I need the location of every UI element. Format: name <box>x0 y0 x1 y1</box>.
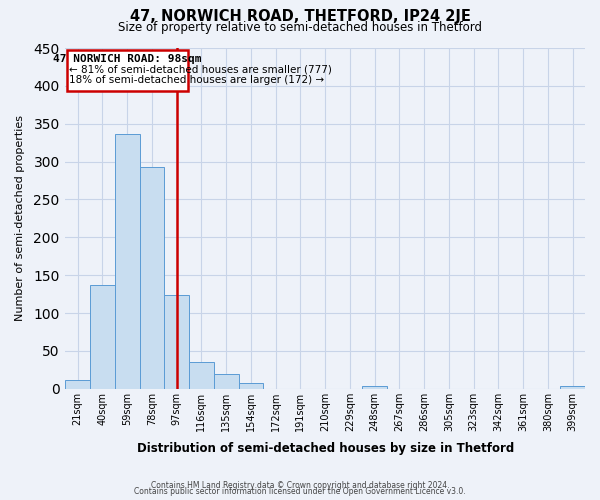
Y-axis label: Number of semi-detached properties: Number of semi-detached properties <box>15 116 25 322</box>
Bar <box>65 380 90 388</box>
Bar <box>140 167 164 388</box>
Bar <box>239 384 263 388</box>
Text: 47 NORWICH ROAD: 98sqm: 47 NORWICH ROAD: 98sqm <box>53 54 202 64</box>
Text: 47, NORWICH ROAD, THETFORD, IP24 2JE: 47, NORWICH ROAD, THETFORD, IP24 2JE <box>130 9 470 24</box>
Bar <box>214 374 239 388</box>
Bar <box>362 386 387 388</box>
Bar <box>560 386 585 388</box>
Text: Contains HM Land Registry data © Crown copyright and database right 2024.: Contains HM Land Registry data © Crown c… <box>151 481 449 490</box>
Bar <box>90 285 115 389</box>
Bar <box>189 362 214 388</box>
FancyBboxPatch shape <box>67 50 188 91</box>
Text: 18% of semi-detached houses are larger (172) →: 18% of semi-detached houses are larger (… <box>70 76 325 86</box>
Text: Contains public sector information licensed under the Open Government Licence v3: Contains public sector information licen… <box>134 488 466 496</box>
Text: ← 81% of semi-detached houses are smaller (777): ← 81% of semi-detached houses are smalle… <box>70 64 332 74</box>
Bar <box>115 134 140 388</box>
X-axis label: Distribution of semi-detached houses by size in Thetford: Distribution of semi-detached houses by … <box>137 442 514 455</box>
Bar <box>164 295 189 388</box>
Text: Size of property relative to semi-detached houses in Thetford: Size of property relative to semi-detach… <box>118 22 482 35</box>
